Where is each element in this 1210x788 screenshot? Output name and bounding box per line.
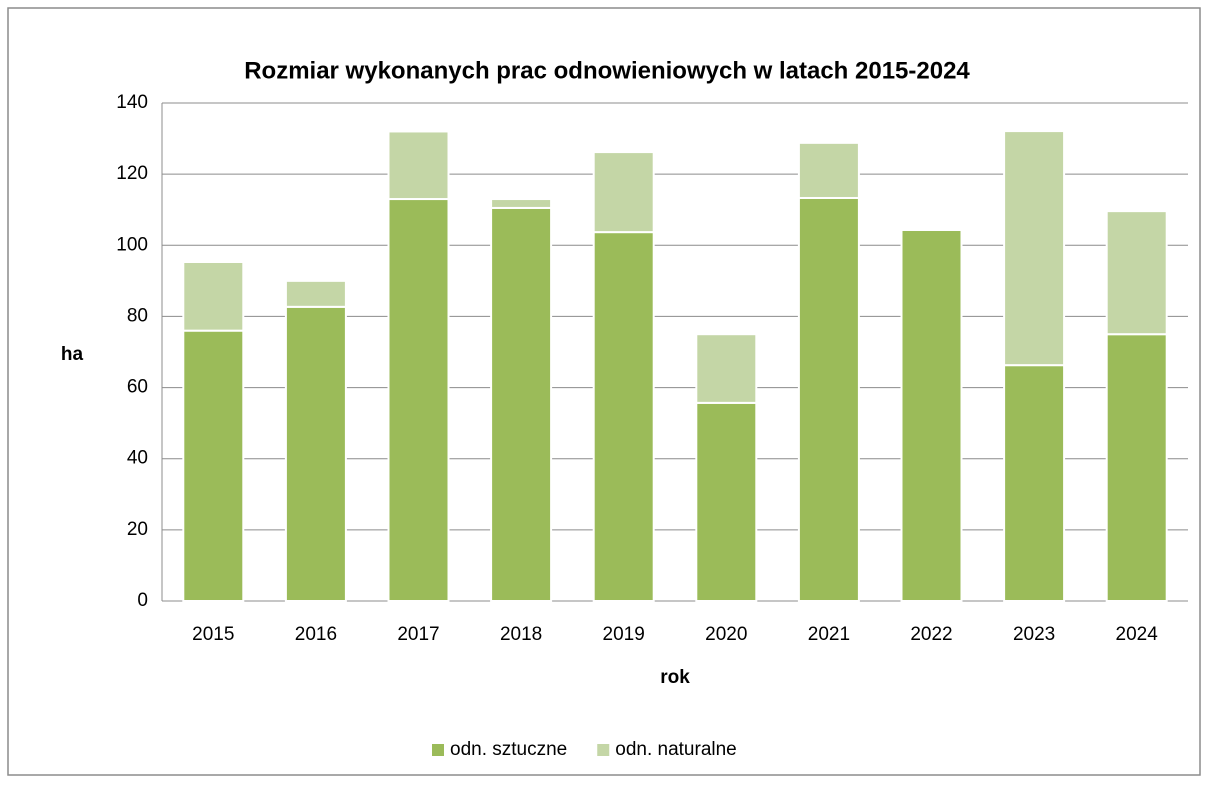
y-tick-label: 40 (127, 448, 148, 469)
bar-segment (387, 198, 450, 603)
bar-segment (182, 329, 245, 602)
bar-segment (592, 231, 655, 602)
x-tick-label: 2022 (910, 624, 952, 645)
y-tick-label: 80 (127, 305, 148, 326)
legend-label: odn. sztuczne (450, 739, 567, 760)
x-tick-label: 2021 (808, 624, 850, 645)
bar-segment (1003, 130, 1066, 367)
chart-title: Rozmiar wykonanych prac odnowieniowych w… (244, 57, 970, 84)
y-axis-label: ha (61, 344, 84, 365)
bar-segment (387, 130, 450, 201)
y-tick-label: 120 (116, 163, 148, 184)
bar-segment (284, 279, 347, 308)
y-tick-label: 100 (116, 234, 148, 255)
y-tick-label: 60 (127, 377, 148, 398)
y-tick-label: 0 (137, 590, 148, 611)
x-tick-label: 2019 (603, 624, 645, 645)
bar-segment (182, 261, 245, 332)
y-tick-label: 140 (116, 92, 148, 113)
x-tick-label: 2020 (705, 624, 747, 645)
legend-swatch (432, 744, 444, 756)
x-tick-label: 2023 (1013, 624, 1055, 645)
x-tick-label: 2024 (1116, 624, 1159, 645)
bar-segment (592, 151, 655, 234)
bar-segment (490, 198, 553, 209)
x-tick-label: 2017 (397, 624, 439, 645)
bar-segment (284, 305, 347, 602)
legend-swatch (597, 744, 610, 756)
x-tick-label: 2016 (295, 624, 337, 645)
x-tick-label: 2015 (192, 624, 234, 645)
bar-segment (695, 333, 758, 404)
bar-segment (1105, 210, 1168, 336)
bar-segment (490, 206, 553, 603)
bar-segment (1105, 333, 1168, 602)
bar-segment (797, 141, 860, 199)
bar-segment (695, 401, 758, 603)
bar-segment (1003, 364, 1066, 603)
bar-segment (900, 228, 963, 603)
y-tick-label: 20 (127, 519, 148, 540)
legend-label: odn. naturalne (615, 739, 737, 760)
x-axis-label: rok (660, 667, 690, 688)
x-tick-label: 2018 (500, 624, 542, 645)
bar-segment (797, 196, 860, 602)
